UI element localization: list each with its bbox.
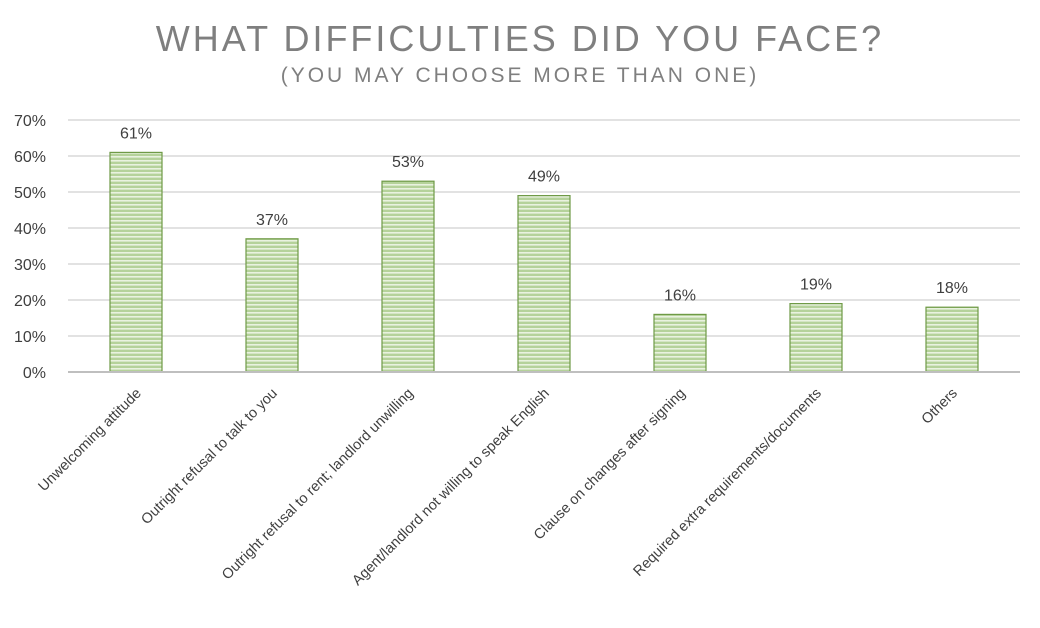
bar bbox=[245, 238, 299, 373]
y-tick-label: 60% bbox=[14, 149, 46, 166]
chart-subtitle: (YOU MAY CHOOSE MORE THAN ONE) bbox=[280, 64, 760, 87]
x-tick-label: Outright refusal to talk to you bbox=[138, 386, 280, 528]
chart-title: WHAT DIFFICULTIES DID YOU FACE? bbox=[155, 18, 885, 59]
y-tick-label: 10% bbox=[14, 329, 46, 346]
bar bbox=[653, 313, 707, 373]
x-tick-label: Clause on changes after signing bbox=[531, 386, 689, 544]
data-label: 19% bbox=[800, 277, 832, 294]
bar bbox=[925, 306, 979, 373]
data-label: 49% bbox=[528, 169, 560, 186]
y-tick-label: 20% bbox=[14, 293, 46, 310]
data-label: 37% bbox=[256, 212, 288, 229]
data-label: 18% bbox=[936, 280, 968, 297]
data-label: 16% bbox=[664, 287, 696, 304]
y-tick-label: 0% bbox=[23, 365, 46, 382]
y-tick-label: 40% bbox=[14, 221, 46, 238]
bar bbox=[517, 195, 571, 373]
y-tick-label: 70% bbox=[14, 113, 46, 130]
bar bbox=[789, 303, 843, 373]
data-label: 53% bbox=[392, 154, 424, 171]
y-tick-label: 30% bbox=[14, 257, 46, 274]
x-tick-label: Unwelcoming attitude bbox=[35, 386, 144, 495]
bar bbox=[109, 151, 163, 373]
y-tick-label: 50% bbox=[14, 185, 46, 202]
data-label: 61% bbox=[120, 125, 152, 142]
bar bbox=[381, 180, 435, 373]
x-tick-label: Others bbox=[919, 386, 961, 428]
